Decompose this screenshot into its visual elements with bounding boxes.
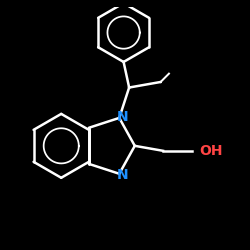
Text: N: N (117, 168, 128, 181)
Text: OH: OH (199, 144, 222, 158)
Text: N: N (117, 110, 128, 124)
